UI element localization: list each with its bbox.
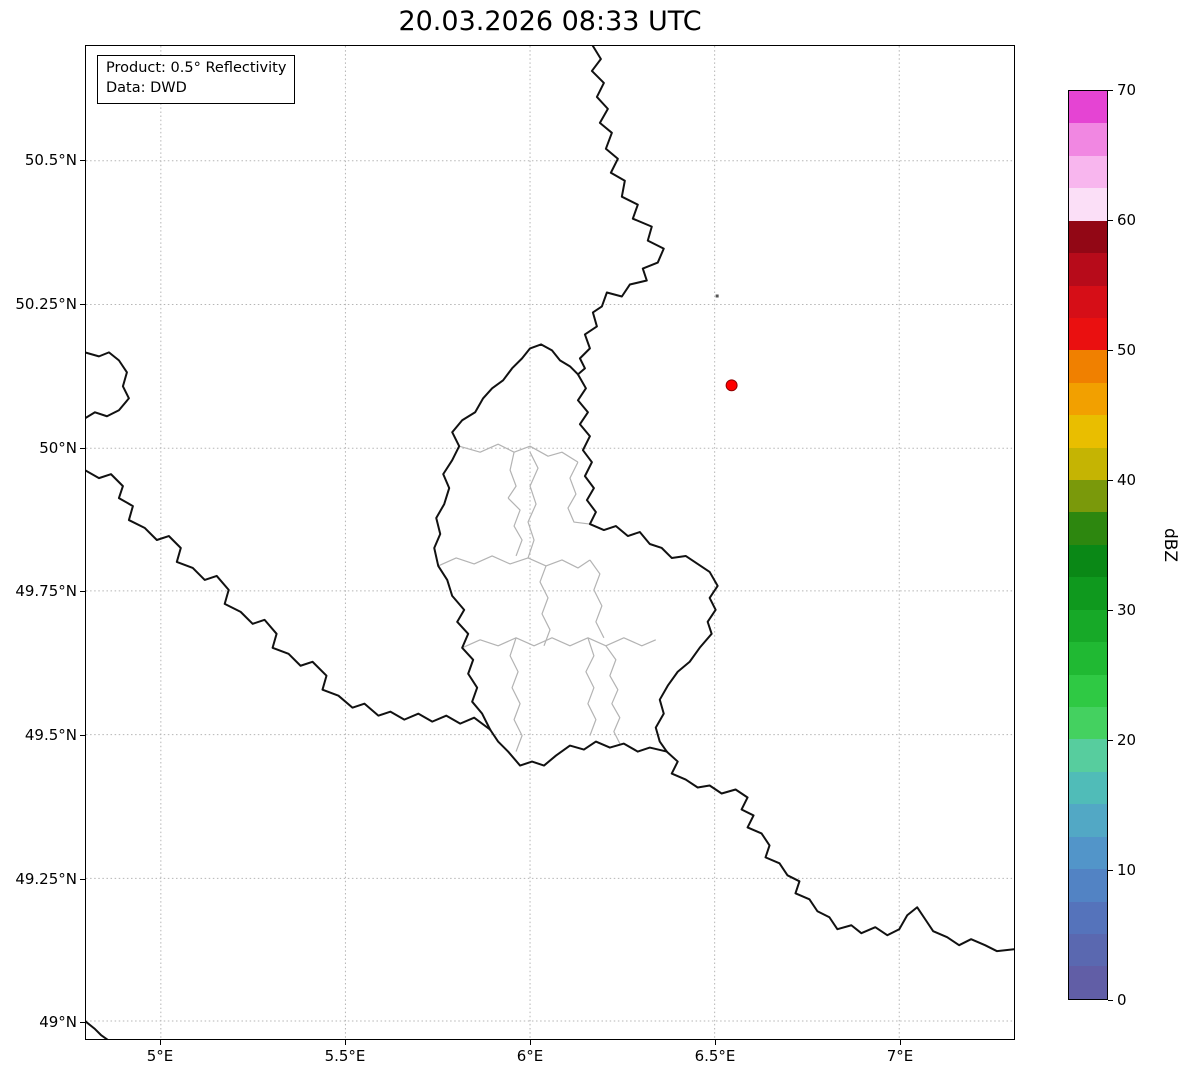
y-tick-label: 49°N: [39, 1013, 77, 1031]
border-luxembourg-france: [489, 728, 668, 767]
colorbar-segment: [1069, 382, 1107, 416]
colorbar-segment: [1069, 447, 1107, 481]
colorbar-segment: [1069, 771, 1107, 805]
y-tick-label: 49.25°N: [15, 870, 77, 888]
colorbar-axis-label: dBZ: [1160, 527, 1180, 563]
colorbar-segment: [1069, 901, 1107, 934]
x-tick-label: 7°E: [886, 1047, 914, 1065]
colorbar-tick: [1108, 220, 1113, 221]
y-tick-label: 50°N: [39, 439, 77, 457]
colorbar-tick: [1108, 610, 1113, 611]
y-tick-label: 50.5°N: [24, 151, 77, 169]
colorbar-tick: [1108, 740, 1113, 741]
colorbar-tick: [1108, 90, 1113, 91]
colorbar-tick-label: 70: [1117, 81, 1137, 99]
map-axes: Product: 0.5° Reflectivity Data: DWD: [85, 45, 1015, 1040]
colorbar-segment: [1069, 609, 1107, 643]
colorbar-segment: [1069, 674, 1107, 708]
x-tick-label: 6°E: [516, 1047, 544, 1065]
border-givet-salient: [86, 351, 130, 419]
colorbar-segment: [1069, 285, 1107, 318]
border-corner-fragment: [86, 1020, 109, 1039]
colorbar-segment: [1069, 415, 1107, 448]
x-axis-tick: [160, 1040, 161, 1045]
colorbar-tick-label: 50: [1117, 341, 1137, 359]
y-tick-label: 50.25°N: [15, 295, 77, 313]
y-tick-label: 49.5°N: [24, 726, 77, 744]
colorbar-segment: [1069, 869, 1107, 902]
colorbar-tick-label: 60: [1117, 211, 1137, 229]
plot-title: 20.03.2026 08:33 UTC: [398, 6, 702, 37]
x-axis-tick: [530, 1040, 531, 1045]
colorbar-tick: [1108, 870, 1113, 871]
y-tick-label: 49.75°N: [15, 582, 77, 600]
colorbar-segment: [1069, 804, 1107, 837]
colorbar-segment: [1069, 933, 1107, 967]
y-axis-tick: [80, 448, 85, 449]
colorbar-segment: [1069, 480, 1107, 513]
colorbar-tick: [1108, 480, 1113, 481]
colorbar-segment: [1069, 577, 1107, 610]
colorbar-segment: [1069, 155, 1107, 189]
colorbar-segment: [1069, 739, 1107, 772]
y-axis-tick: [80, 591, 85, 592]
colorbar-segment: [1069, 707, 1107, 740]
radar-site-marker: [725, 379, 738, 392]
y-axis-tick: [80, 304, 85, 305]
colorbar-segment: [1069, 317, 1107, 351]
colorbar-segment: [1069, 642, 1107, 675]
colorbar-segment: [1069, 836, 1107, 870]
colorbar-tick-label: 0: [1117, 991, 1127, 1009]
x-axis-tick: [345, 1040, 346, 1045]
colorbar-segment: [1069, 188, 1107, 221]
x-tick-label: 5°E: [146, 1047, 174, 1065]
country-borders: [86, 46, 1014, 1039]
x-tick-label: 6.5°E: [694, 1047, 736, 1065]
border-belgium-germany: [576, 46, 665, 376]
colorbar-segment: [1069, 91, 1107, 124]
colorbar-segment: [1069, 544, 1107, 578]
map-canvas: [86, 46, 1014, 1039]
info-data-source-label: Data: DWD: [106, 80, 187, 97]
colorbar-segment: [1069, 123, 1107, 156]
x-axis-tick: [900, 1040, 901, 1045]
colorbar-segment: [1069, 220, 1107, 254]
y-axis-tick: [80, 160, 85, 161]
colorbar-segment: [1069, 253, 1107, 286]
border-luxembourg-germany: [576, 373, 719, 753]
colorbar: [1068, 90, 1108, 1000]
colorbar-segment: [1069, 966, 1107, 999]
colorbar-tick: [1108, 350, 1113, 351]
y-axis-tick: [80, 735, 85, 736]
x-axis-tick: [715, 1040, 716, 1045]
radar-echo-pixel: [715, 294, 719, 298]
border-luxembourg-belgium: [433, 343, 579, 731]
y-axis-tick: [80, 879, 85, 880]
gridlines: [86, 46, 1014, 1039]
colorbar-segment: [1069, 512, 1107, 545]
y-axis-tick: [80, 1022, 85, 1023]
colorbar-gradient: [1069, 91, 1107, 999]
colorbar-tick-label: 10: [1117, 861, 1137, 879]
colorbar-segment: [1069, 350, 1107, 383]
info-box: Product: 0.5° Reflectivity Data: DWD: [97, 55, 296, 104]
info-product-label: Product: 0.5° Reflectivity: [106, 60, 287, 76]
colorbar-tick-label: 30: [1117, 601, 1137, 619]
border-france-germany: [665, 750, 1014, 953]
x-tick-label: 5.5°E: [324, 1047, 366, 1065]
district-borders: [437, 443, 657, 752]
colorbar-tick-label: 20: [1117, 731, 1137, 749]
colorbar-tick: [1108, 1000, 1113, 1001]
colorbar-tick-label: 40: [1117, 471, 1137, 489]
border-belgium-france: [86, 469, 492, 731]
